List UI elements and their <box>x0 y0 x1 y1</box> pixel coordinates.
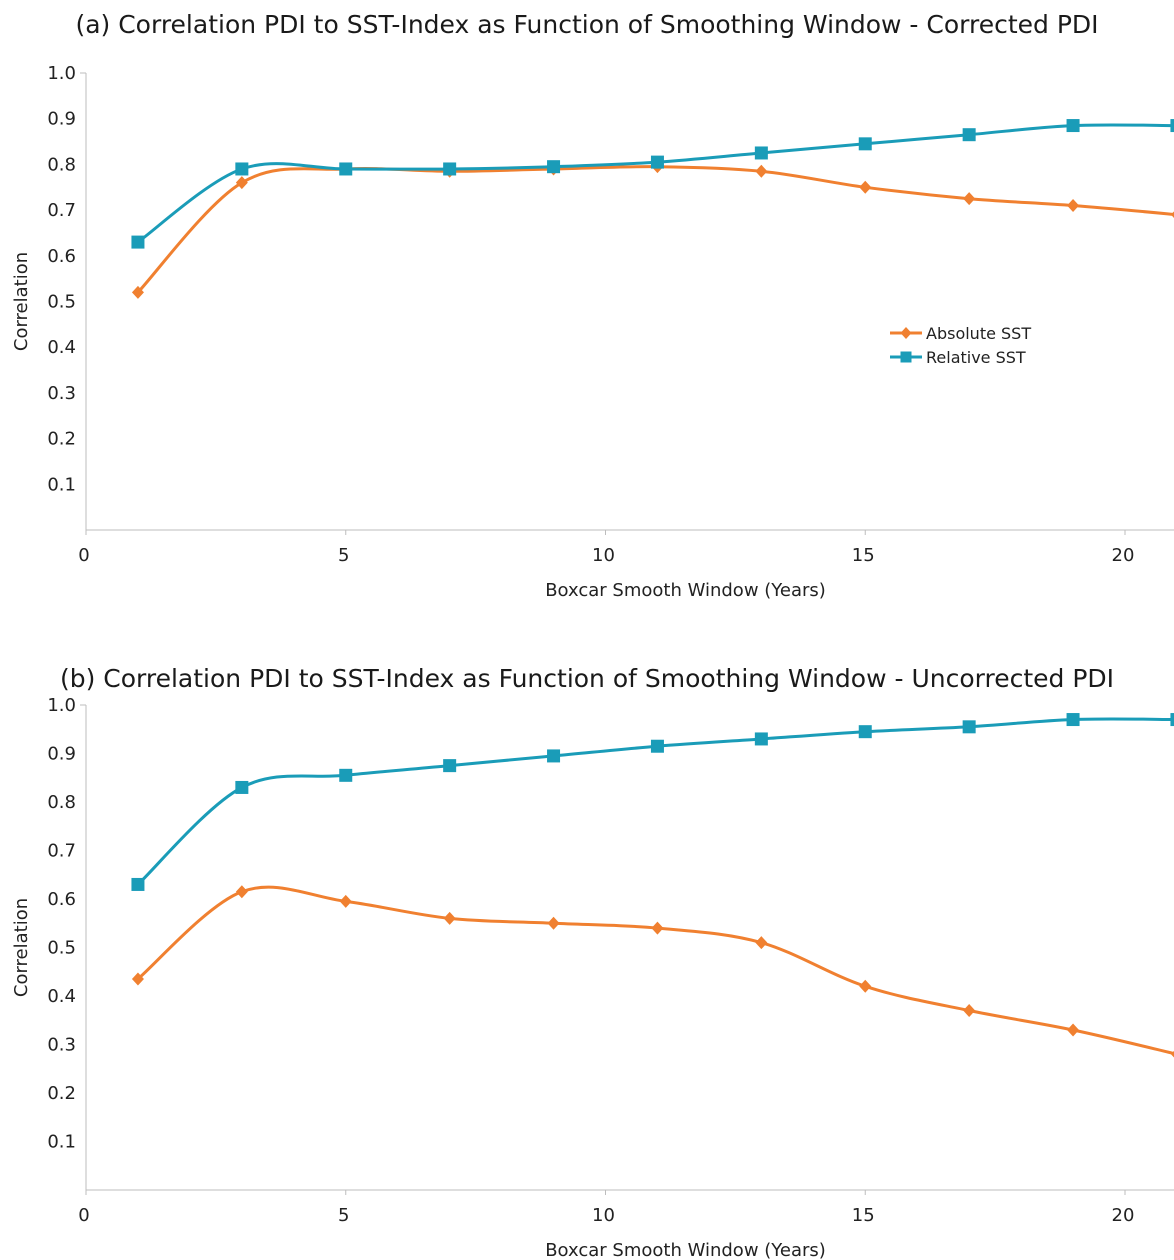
legend-marker-absolute-sst <box>900 327 912 339</box>
marker-diamond-absolute-sst <box>235 176 248 190</box>
marker-square-relative-sst <box>235 780 249 794</box>
legend-label-absolute-sst: Absolute SST <box>926 324 1031 343</box>
marker-diamond-absolute-sst <box>131 972 144 986</box>
chart-a-title: (a) Correlation PDI to SST-Index as Func… <box>75 10 1099 39</box>
marker-diamond-absolute-sst <box>1067 199 1080 213</box>
marker-square-relative-sst <box>1066 119 1080 133</box>
marker-square-relative-sst <box>339 768 353 782</box>
marker-square-relative-sst <box>754 732 768 746</box>
marker-square-relative-sst <box>962 128 976 142</box>
x-axis-title: Boxcar Smooth Window (Years) <box>545 580 826 601</box>
marker-square-relative-sst <box>547 749 561 763</box>
legend: Absolute SST Relative SST <box>890 324 1031 367</box>
marker-square-relative-sst <box>443 162 457 176</box>
x-tick-label: 15 <box>852 545 875 566</box>
marker-square-relative-sst <box>547 160 561 174</box>
y-tick-label: 0.5 <box>47 938 76 959</box>
marker-square-relative-sst <box>1066 713 1080 727</box>
x-tick-label: 0 <box>78 1205 89 1226</box>
x-tick-label: 5 <box>338 1205 349 1226</box>
x-tick-label: 0 <box>78 545 89 566</box>
y-tick-label: 0.6 <box>47 246 76 267</box>
marker-diamond-absolute-sst <box>235 885 248 899</box>
y-axis-title: Correlation <box>11 898 32 997</box>
legend-label-relative-sst: Relative SST <box>926 348 1026 367</box>
marker-diamond-absolute-sst <box>443 911 456 925</box>
marker-square-relative-sst <box>858 725 872 739</box>
y-tick-label: 1.0 <box>47 695 76 716</box>
y-tick-label: 0.9 <box>47 744 76 765</box>
x-tick-label: 10 <box>592 1205 615 1226</box>
marker-diamond-absolute-sst <box>1170 211 1174 218</box>
y-tick-label: 0.6 <box>47 889 76 910</box>
marker-square-relative-sst <box>131 235 145 249</box>
y-tick-label: 0.1 <box>47 1132 76 1153</box>
marker-square-relative-sst <box>754 146 768 160</box>
marker-square-relative-sst <box>858 137 872 151</box>
marker-diamond-absolute-sst <box>755 936 768 950</box>
marker-diamond-absolute-sst <box>547 916 560 930</box>
x-tick-label: 5 <box>338 545 349 566</box>
y-tick-label: 0.3 <box>47 383 76 404</box>
chart-b-title: (b) Correlation PDI to SST-Index as Func… <box>59 664 1115 693</box>
y-tick-label: 0.8 <box>47 792 76 813</box>
marker-diamond-absolute-sst <box>131 285 144 299</box>
marker-square-relative-sst <box>650 155 664 169</box>
marker-square-relative-sst <box>962 720 976 734</box>
x-tick-label: 20 <box>1112 1205 1135 1226</box>
series-line-absolute-sst <box>136 165 1174 294</box>
marker-diamond-absolute-sst <box>859 979 872 993</box>
marker-square-relative-sst <box>339 162 353 176</box>
y-tick-label: 0.3 <box>47 1035 76 1056</box>
marker-diamond-absolute-sst <box>755 164 768 178</box>
y-tick-label: 0.7 <box>47 841 76 862</box>
chart-a-plot: 0.1 0.2 0.3 0.4 0.5 0.6 0.7 0.8 0.9 1.0 0 5 10 15 20 Bo… <box>11 63 1174 601</box>
marker-diamond-absolute-sst <box>963 192 976 206</box>
x-tick-label: 15 <box>852 1205 875 1226</box>
y-tick-label: 0.9 <box>47 109 76 130</box>
marker-square-relative-sst <box>235 162 249 176</box>
marker-square-relative-sst <box>1170 713 1174 727</box>
marker-diamond-absolute-sst <box>859 180 872 194</box>
x-tick-label: 10 <box>592 545 615 566</box>
series-line-absolute-sst <box>136 885 1174 1056</box>
y-tick-label: 0.5 <box>47 292 76 313</box>
y-tick-label: 0.4 <box>47 986 76 1007</box>
y-tick-label: 1.0 <box>47 63 76 84</box>
x-tick-label: 20 <box>1112 545 1135 566</box>
x-axis-title: Boxcar Smooth Window (Years) <box>545 1240 826 1260</box>
y-axis-title: Correlation <box>11 252 32 351</box>
marker-diamond-absolute-sst <box>963 1004 976 1018</box>
y-tick-label: 0.7 <box>47 200 76 221</box>
chart-b-plot: 0.1 0.2 0.3 0.4 0.5 0.6 0.7 0.8 0.9 1.0 0 5 10 15 20 Bo… <box>11 695 1174 1260</box>
marker-diamond-absolute-sst <box>1170 1050 1174 1058</box>
marker-square-relative-sst <box>131 877 145 891</box>
marker-square-relative-sst <box>443 759 457 773</box>
marker-square-relative-sst <box>1170 119 1174 133</box>
marker-square-relative-sst <box>650 739 664 753</box>
y-tick-label: 0.2 <box>47 429 76 450</box>
series-line-relative-sst <box>137 123 1174 244</box>
marker-diamond-absolute-sst <box>1067 1023 1080 1037</box>
y-tick-label: 0.2 <box>47 1083 76 1104</box>
y-tick-label: 0.4 <box>47 337 76 358</box>
legend-marker-relative-sst <box>900 351 912 363</box>
marker-diamond-absolute-sst <box>339 894 352 908</box>
y-tick-label: 0.8 <box>47 154 76 175</box>
y-tick-label: 0.1 <box>47 474 76 495</box>
marker-diamond-absolute-sst <box>651 921 664 935</box>
